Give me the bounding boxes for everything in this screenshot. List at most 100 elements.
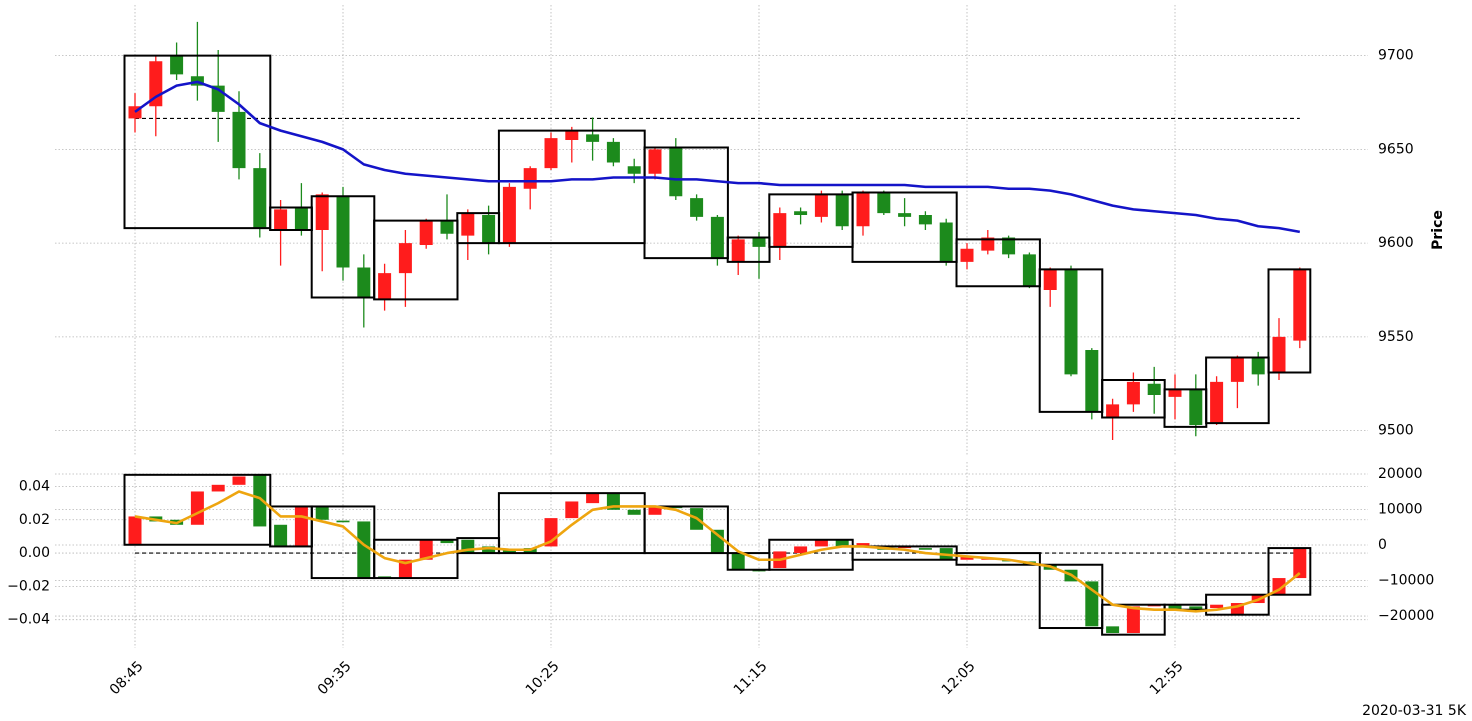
candle-body: [1293, 548, 1307, 579]
candle-body: [253, 474, 267, 527]
candle-body: [315, 506, 329, 520]
candle-body: [419, 220, 433, 245]
range-box: [955, 238, 1041, 288]
candle-body: [794, 546, 808, 554]
candle-body: [482, 546, 496, 554]
candle-body: [544, 138, 558, 169]
candle-body: [1293, 269, 1307, 341]
candle-body: [939, 222, 953, 262]
x-tick-label: 08:45: [107, 658, 147, 698]
candle-body: [814, 194, 828, 217]
candle-body: [502, 549, 516, 554]
candle-body: [482, 215, 496, 244]
candle-body: [690, 198, 704, 217]
candle-body: [731, 553, 745, 570]
candle-body: [627, 509, 641, 515]
candle-body: [461, 213, 475, 236]
candle-body: [960, 248, 974, 262]
candle-body: [1210, 604, 1224, 609]
candle-body: [1064, 269, 1078, 375]
candle-body: [336, 196, 350, 268]
y-tick-label: −0.02: [7, 578, 50, 594]
candle-body: [856, 192, 870, 227]
candle-body: [1106, 404, 1120, 418]
candle-body: [731, 239, 745, 262]
candle-body: [1085, 350, 1099, 412]
range-box: [643, 505, 729, 555]
candle-body: [1189, 606, 1203, 610]
candle-body: [274, 209, 288, 230]
candle-body: [1230, 603, 1244, 615]
candle-body: [1189, 389, 1203, 425]
y-tick-label: 0.04: [19, 478, 50, 494]
x-tick-label: 11:15: [731, 658, 771, 698]
candle-body: [1272, 336, 1286, 373]
x-tick-label: 12:55: [1147, 658, 1187, 698]
candle-body: [627, 166, 641, 174]
range-box: [643, 146, 729, 260]
candle-body: [648, 506, 662, 515]
candle-body: [440, 220, 454, 234]
range-box: [955, 552, 1041, 566]
y2-tick-label: −20000: [1378, 608, 1434, 624]
range-box: [1101, 603, 1166, 636]
y-tick-label: 0.02: [19, 512, 50, 528]
candle-body: [1251, 357, 1265, 375]
candle-body: [773, 213, 787, 247]
candle-body: [565, 130, 579, 140]
candle-body: [1230, 357, 1244, 382]
candle-body: [710, 529, 724, 554]
indicator-line: [134, 80, 1301, 234]
candle-body: [814, 539, 828, 547]
candle-body: [294, 506, 308, 547]
y2-tick-label: −10000: [1378, 573, 1434, 589]
x-tick-label: 10:25: [523, 658, 563, 698]
candle-body: [1168, 389, 1182, 397]
y-tick-label: −0.04: [7, 612, 50, 628]
y2-tick-label: 20000: [1378, 466, 1423, 482]
candle-body: [586, 134, 600, 142]
candle-body: [190, 491, 204, 525]
candle-body: [315, 194, 329, 230]
y-tick-label: 9650: [1378, 141, 1414, 157]
range-box: [1205, 593, 1270, 616]
range-box: [1038, 268, 1104, 413]
candle-body: [835, 194, 849, 227]
range-box: [1267, 547, 1312, 596]
candle-body: [586, 493, 600, 504]
candle-body: [253, 168, 267, 229]
candle-body: [1126, 381, 1140, 405]
candle-body: [1126, 606, 1140, 634]
range-box: [373, 219, 459, 301]
candle-body: [170, 55, 184, 75]
candle-body: [606, 141, 620, 163]
candle-body: [710, 216, 724, 259]
candle-body: [1022, 254, 1036, 287]
candle-body: [835, 539, 849, 547]
x-tick-label: 09:35: [315, 658, 355, 698]
candle-body: [1147, 383, 1161, 395]
y-tick-label: 0.00: [19, 545, 50, 561]
candle-body: [232, 476, 246, 485]
indicator-line: [134, 490, 1301, 613]
candle-body: [232, 111, 246, 169]
candle-body: [211, 484, 225, 492]
candle-body: [357, 521, 371, 579]
candle-body: [502, 186, 516, 244]
caption: 2020-03-31 5K: [1362, 703, 1467, 719]
y2-tick-label: 0: [1378, 537, 1387, 553]
range-box: [123, 54, 272, 230]
range-box: [726, 236, 771, 263]
candle-body: [1106, 626, 1120, 634]
candle-body: [752, 237, 766, 247]
candle-body: [398, 559, 412, 579]
candle-body: [856, 543, 870, 547]
candle-body: [918, 548, 932, 550]
candle-body: [648, 149, 662, 174]
candle-body: [794, 211, 808, 215]
candle-body: [1168, 604, 1182, 610]
candle-body: [398, 243, 412, 274]
candle-body: [1002, 237, 1016, 255]
